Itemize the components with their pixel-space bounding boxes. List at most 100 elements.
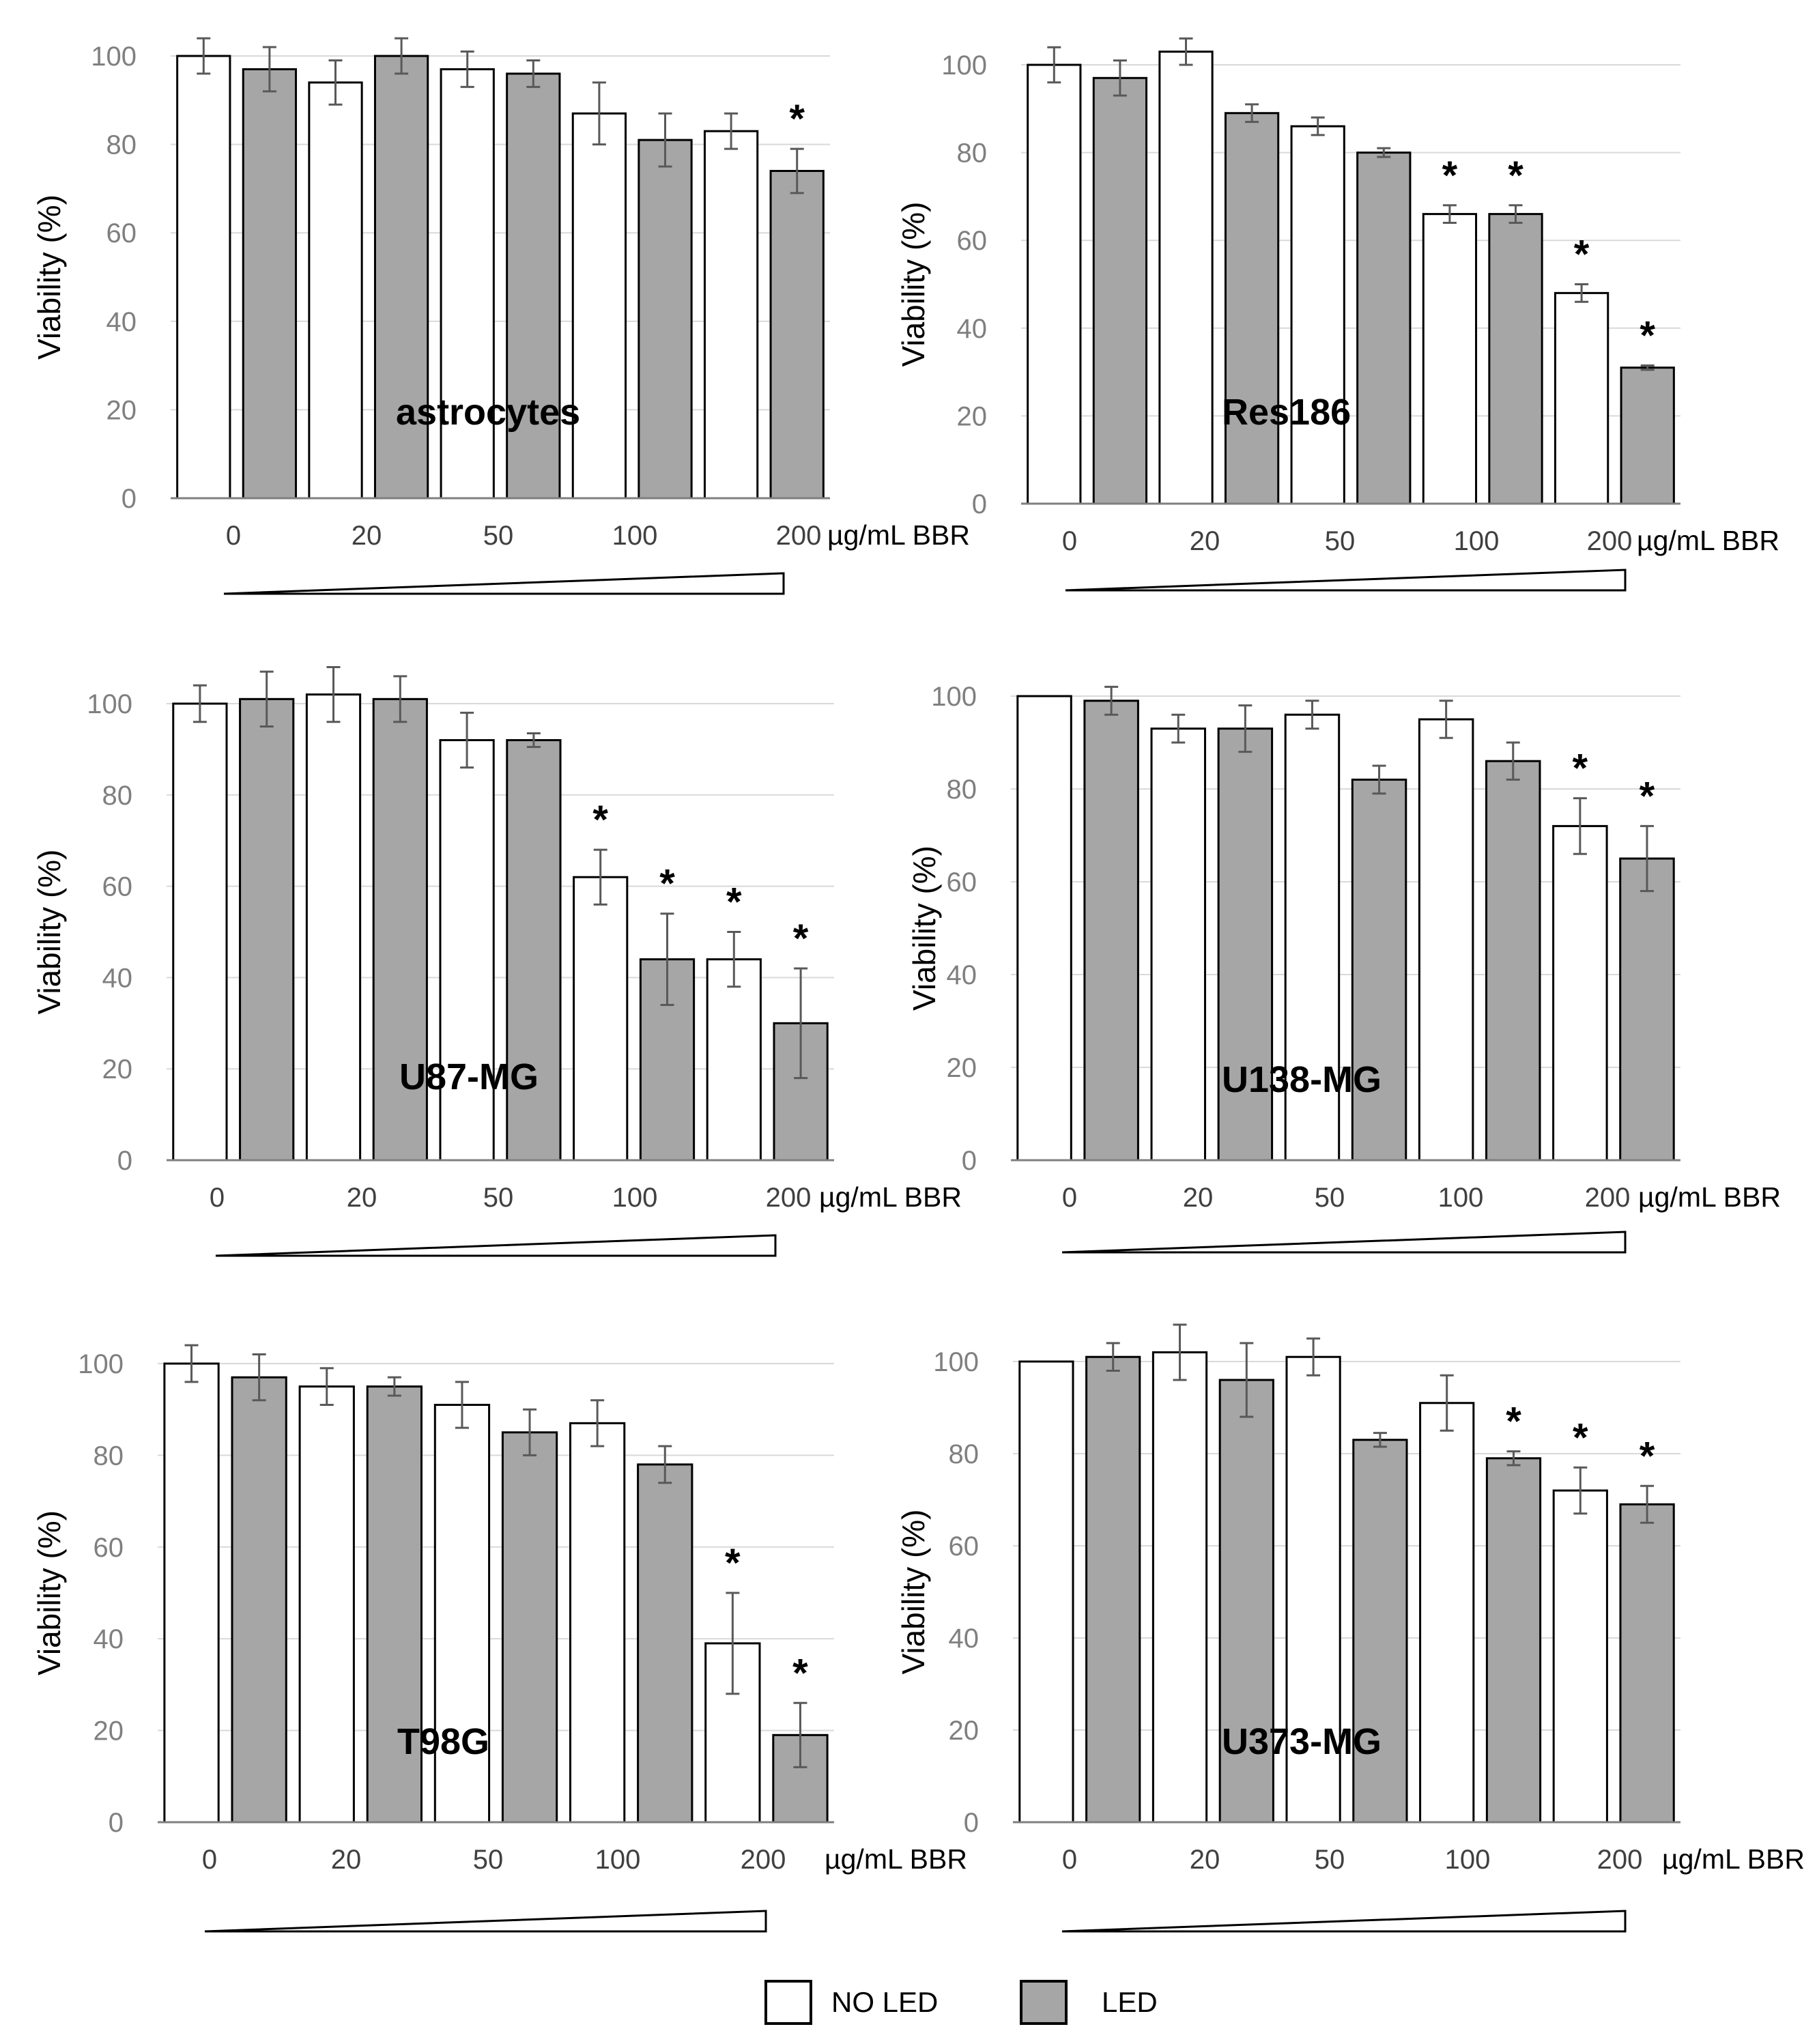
bar-led-100 [1488, 213, 1543, 505]
bar-no-led-100 [569, 1422, 626, 1824]
cell-line-label: T98G [397, 1721, 489, 1762]
bar-led-50 [501, 1431, 558, 1824]
y-tick-label: 40 [106, 307, 137, 337]
bar-no-led-20 [308, 81, 363, 500]
y-tick-label: 100 [87, 689, 132, 719]
y-tick-label: 60 [106, 218, 137, 248]
x-tick-label: 0 [1062, 526, 1077, 556]
significance-star: * [1573, 747, 1588, 791]
chart-panel-2: 0 20 40 60 80 100 * * * * 0 20 50 100 200 µg/mL BBR Viab… [896, 37, 1779, 592]
bar-led-100 [1485, 760, 1541, 1162]
y-tick-label: 80 [949, 1439, 979, 1469]
bar-no-led-20 [1150, 728, 1206, 1162]
bar-led-20 [373, 55, 429, 500]
dose-gradient-wedge [1065, 568, 1627, 592]
y-tick-label: 100 [931, 682, 977, 712]
x-tick-label: 200 [776, 521, 822, 551]
y-tick-label: 40 [947, 960, 977, 990]
bar-led-50 [1351, 778, 1407, 1162]
dose-gradient-wedge [223, 572, 785, 595]
bar-no-led-20 [1158, 51, 1214, 505]
bar-led-200 [1619, 857, 1675, 1162]
y-tick-label: 60 [102, 872, 133, 902]
y-tick-label: 100 [933, 1347, 979, 1377]
bar-led-0 [1092, 76, 1148, 505]
bar-no-led-100 [1422, 213, 1478, 505]
y-axis-label: Viability (%) [906, 846, 942, 1011]
y-tick-label: 0 [972, 489, 987, 519]
y-tick-label: 60 [949, 1531, 979, 1561]
y-tick-label: 100 [941, 51, 987, 81]
significance-star: * [1574, 233, 1590, 277]
bar-led-200 [1619, 1503, 1675, 1824]
dose-gradient-wedge [1061, 1230, 1627, 1254]
y-axis-label: Viability (%) [896, 1510, 931, 1675]
y-tick-label: 40 [102, 963, 133, 993]
bar-no-led-50 [439, 739, 495, 1162]
legend-swatch-no-led [764, 1980, 812, 2025]
x-tick-label: 20 [1190, 526, 1220, 556]
bar-led-100 [637, 1463, 693, 1824]
significance-star: * [793, 917, 809, 961]
x-tick-label: 50 [1315, 1845, 1345, 1875]
y-tick-label: 0 [964, 1808, 979, 1838]
y-tick-label: 20 [106, 395, 137, 425]
x-tick-label: 0 [1062, 1845, 1077, 1875]
y-tick-label: 100 [91, 42, 137, 72]
bar-no-led-0 [1016, 695, 1072, 1162]
cell-line-label: U138-MG [1222, 1059, 1382, 1100]
bar-no-led-0 [163, 1362, 220, 1824]
x-tick-label: 50 [1325, 526, 1356, 556]
x-tick-label: 100 [1445, 1845, 1491, 1875]
bar-led-0 [231, 1376, 287, 1824]
cell-line-label: U373-MG [1222, 1721, 1382, 1762]
x-tick-label: 200 [766, 1183, 812, 1213]
y-axis-label: Viability (%) [31, 850, 67, 1015]
y-tick-label: 20 [957, 401, 988, 431]
significance-star: * [1640, 313, 1655, 358]
bar-no-led-0 [172, 702, 228, 1162]
bar-no-led-20 [305, 693, 362, 1162]
significance-star: * [1573, 1415, 1588, 1460]
x-axis-unit: µg/mL BBR [1662, 1843, 1805, 1875]
x-tick-label: 0 [202, 1845, 217, 1875]
y-tick-label: 20 [949, 1716, 979, 1746]
bar-led-50 [1356, 152, 1412, 505]
cell-line-label: astrocytes [396, 392, 580, 433]
y-tick-label: 80 [102, 781, 133, 811]
bar-led-200 [1620, 366, 1675, 505]
y-tick-label: 60 [957, 226, 988, 256]
significance-star: * [1640, 1434, 1655, 1478]
bar-led-50 [506, 72, 561, 500]
bar-no-led-20 [298, 1385, 355, 1824]
y-tick-label: 100 [78, 1349, 124, 1379]
x-tick-label: 100 [1454, 526, 1500, 556]
bar-no-led-50 [1290, 125, 1345, 505]
bar-led-20 [366, 1385, 423, 1824]
bar-no-led-200 [1552, 1489, 1608, 1824]
bar-led-100 [638, 139, 693, 500]
legend: NO LED LED [764, 1980, 1158, 2025]
chart-panel-4: 0 20 40 60 80 100 * * 0 20 50 100 200 µg/mL BBR Viabil… [906, 682, 1781, 1254]
bar-led-20 [1224, 112, 1280, 505]
y-tick-label: 0 [121, 484, 137, 514]
x-tick-label: 100 [612, 1183, 658, 1213]
x-tick-label: 0 [1062, 1183, 1077, 1213]
y-tick-label: 0 [117, 1146, 132, 1176]
bar-no-led-50 [440, 68, 495, 500]
x-tick-label: 100 [1438, 1183, 1484, 1213]
x-axis-unit: µg/mL BBR [825, 1843, 967, 1875]
y-axis-label: Viability (%) [31, 195, 67, 360]
y-tick-label: 0 [962, 1146, 977, 1176]
x-tick-label: 200 [1597, 1845, 1643, 1875]
y-axis-label: Viability (%) [31, 1510, 67, 1675]
significance-star: * [1508, 154, 1523, 198]
bar-led-0 [242, 68, 298, 500]
bar-no-led-200 [1554, 291, 1609, 505]
x-axis-unit: µg/mL BBR [819, 1181, 962, 1213]
x-tick-label: 200 [1585, 1183, 1631, 1213]
legend-label-no-led: NO LED [831, 1986, 938, 2018]
significance-star: * [1640, 774, 1655, 818]
legend-swatch-led [1020, 1980, 1068, 2025]
y-tick-label: 60 [94, 1533, 124, 1563]
